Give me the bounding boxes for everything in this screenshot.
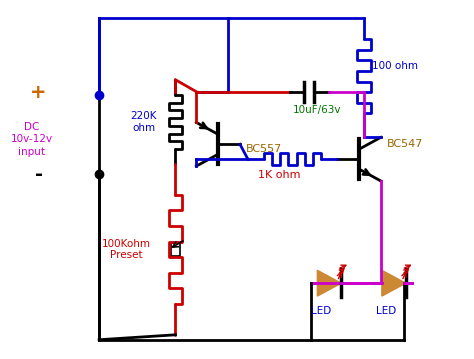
Text: BC557: BC557 xyxy=(246,144,282,154)
Text: LED: LED xyxy=(376,306,396,316)
Bar xyxy=(171,243,181,256)
Text: 100 ohm: 100 ohm xyxy=(372,61,418,71)
Text: -: - xyxy=(35,164,43,183)
Text: 10uF/63v: 10uF/63v xyxy=(293,104,342,115)
Text: LED: LED xyxy=(311,306,331,316)
Text: DC
10v-12v
input: DC 10v-12v input xyxy=(10,122,53,157)
Text: BC547: BC547 xyxy=(387,139,423,149)
Text: 220K
ohm: 220K ohm xyxy=(130,111,157,133)
Text: +: + xyxy=(30,83,47,102)
Polygon shape xyxy=(382,270,406,296)
Polygon shape xyxy=(318,270,341,296)
Text: 100Kohm
Preset: 100Kohm Preset xyxy=(101,239,150,260)
Text: 1K ohm: 1K ohm xyxy=(258,170,301,180)
